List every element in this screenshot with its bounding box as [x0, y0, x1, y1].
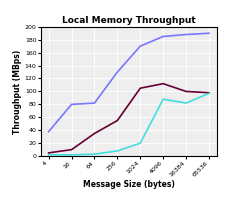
- Memory Throughput: [138, 45, 141, 47]
- AM Throughput: [161, 98, 164, 101]
- Memory Throughput: [115, 71, 118, 73]
- Channel Throughput: [47, 152, 50, 154]
- Memory Throughput: [184, 33, 187, 36]
- Channel Throughput: [161, 82, 164, 85]
- X-axis label: Message Size (bytes): Message Size (bytes): [83, 180, 174, 190]
- Y-axis label: Throughput (MBps): Throughput (MBps): [13, 49, 22, 134]
- AM Throughput: [207, 92, 209, 95]
- Channel Throughput: [138, 87, 141, 90]
- AM Throughput: [70, 153, 73, 156]
- AM Throughput: [93, 153, 95, 155]
- Memory Throughput: [70, 103, 73, 106]
- Title: Local Memory Throughput: Local Memory Throughput: [62, 16, 195, 25]
- Memory Throughput: [161, 35, 164, 38]
- AM Throughput: [47, 153, 50, 156]
- Line: Channel Throughput: Channel Throughput: [48, 84, 208, 153]
- AM Throughput: [138, 142, 141, 145]
- Channel Throughput: [70, 148, 73, 151]
- AM Throughput: [184, 102, 187, 104]
- Channel Throughput: [115, 119, 118, 122]
- Memory Throughput: [93, 102, 95, 104]
- Memory Throughput: [47, 130, 50, 133]
- Channel Throughput: [184, 90, 187, 93]
- Channel Throughput: [93, 132, 95, 135]
- Memory Throughput: [207, 32, 209, 35]
- Line: Memory Throughput: Memory Throughput: [48, 33, 208, 132]
- Channel Throughput: [207, 91, 209, 94]
- Line: AM Throughput: AM Throughput: [48, 93, 208, 155]
- AM Throughput: [115, 150, 118, 152]
